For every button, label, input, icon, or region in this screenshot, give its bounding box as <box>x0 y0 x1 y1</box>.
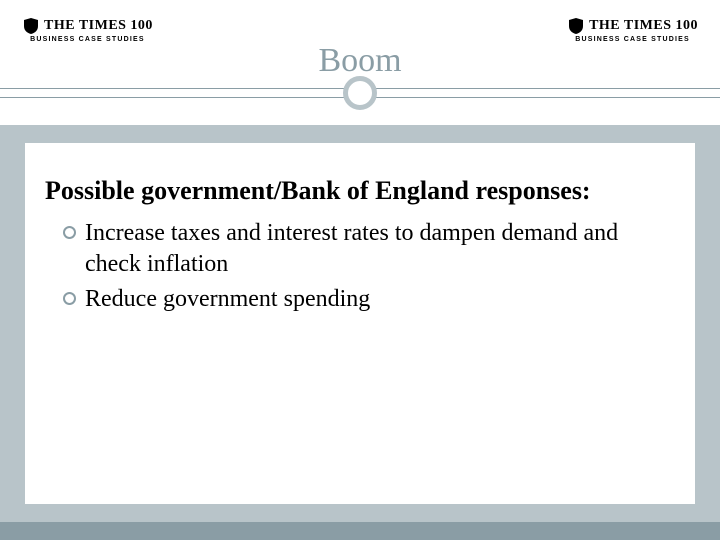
bullet-icon <box>63 226 76 239</box>
bullet-icon <box>63 292 76 305</box>
bullet-list: Increase taxes and interest rates to dam… <box>45 218 675 316</box>
logo-title-left: THE TIMES 100 <box>22 18 153 34</box>
logo-title-right: THE TIMES 100 <box>567 18 698 34</box>
content-heading: Possible government/Bank of England resp… <box>45 175 675 208</box>
list-item: Increase taxes and interest rates to dam… <box>63 218 675 280</box>
logo-title-text: THE TIMES 100 <box>589 18 698 34</box>
bullet-text: Reduce government spending <box>85 286 370 312</box>
logo-right: THE TIMES 100 BUSINESS CASE STUDIES <box>567 18 698 43</box>
crest-icon <box>567 18 585 34</box>
logo-title-text: THE TIMES 100 <box>44 18 153 34</box>
logo-subtitle-right: BUSINESS CASE STUDIES <box>575 36 690 43</box>
footer-bar <box>0 522 720 540</box>
logo-subtitle-left: BUSINESS CASE STUDIES <box>30 36 145 43</box>
bullet-text: Increase taxes and interest rates to dam… <box>85 220 618 277</box>
content-panel: Possible government/Bank of England resp… <box>25 143 695 504</box>
crest-icon <box>22 18 40 34</box>
content-area: Possible government/Bank of England resp… <box>0 125 720 522</box>
header: THE TIMES 100 BUSINESS CASE STUDIES THE … <box>0 0 720 125</box>
title-circle-icon <box>343 76 377 110</box>
list-item: Reduce government spending <box>63 284 675 315</box>
slide-title: Boom <box>318 42 401 80</box>
logo-left: THE TIMES 100 BUSINESS CASE STUDIES <box>22 18 153 43</box>
